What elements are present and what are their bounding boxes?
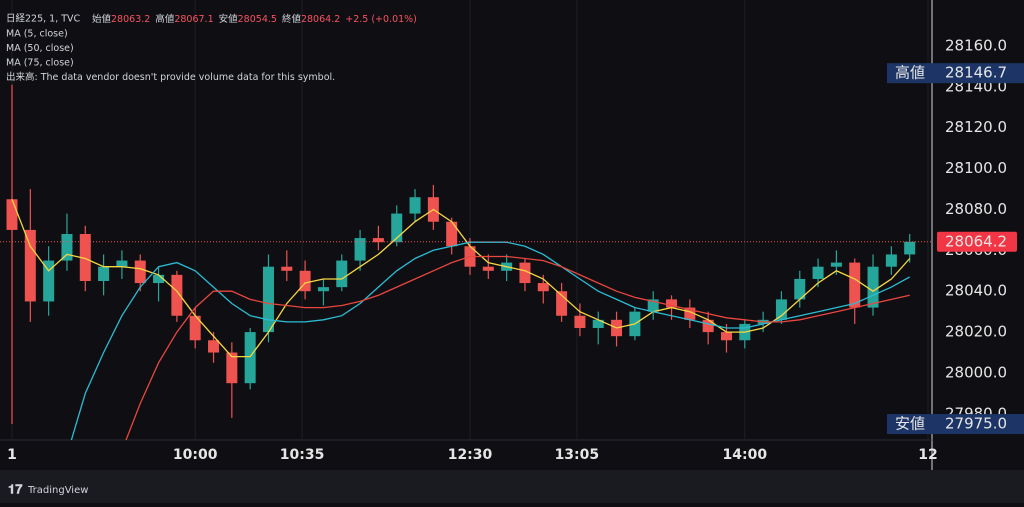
price-marker-box xyxy=(887,63,1024,84)
price-marker-value: 28146.7 xyxy=(945,64,1007,82)
symbol-title: 日経225, 1, TVC xyxy=(6,13,81,25)
y-tick-label: 28040.0 xyxy=(945,282,1007,300)
x-tick-label: 10:35 xyxy=(280,447,325,463)
x-tick-label: 13:05 xyxy=(555,447,600,463)
candle-body xyxy=(134,260,146,284)
footer xyxy=(0,470,1024,503)
y-tick-label: 28100.0 xyxy=(945,159,1007,177)
change: +2.5 (+0.01%) xyxy=(345,14,417,25)
candle-body xyxy=(720,332,732,341)
candle-body xyxy=(794,278,806,300)
x-tick-label: 1 xyxy=(7,447,17,463)
candle-body xyxy=(391,213,403,243)
candle-body xyxy=(336,260,348,288)
candle-body xyxy=(6,199,18,230)
candle-body xyxy=(244,332,256,384)
y-tick-label: 28160.0 xyxy=(945,36,1007,54)
candle-body xyxy=(519,262,531,284)
plot-area xyxy=(0,84,931,440)
ohlc-label: 高値 xyxy=(155,13,175,25)
candle-body xyxy=(171,274,183,316)
legend-entry: MA (5, close) xyxy=(6,29,68,40)
y-tick-label: 28020.0 xyxy=(945,323,1007,341)
candle-body xyxy=(116,260,128,267)
brand: 𝟏𝟕 TradingView xyxy=(8,483,88,498)
last-price-box xyxy=(937,231,1017,252)
brand-logo: 𝟏𝟕 xyxy=(8,483,23,498)
candle-body xyxy=(299,270,311,292)
legend-entry: MA (75, close) xyxy=(6,58,74,69)
y-tick-label: 28080.0 xyxy=(945,200,1007,218)
candle-body xyxy=(98,266,110,282)
candle-body xyxy=(537,283,549,292)
candle-body xyxy=(446,221,458,247)
ma-line xyxy=(11,199,911,358)
candle-body xyxy=(812,266,824,279)
candle-body xyxy=(189,315,201,341)
ohlc-value: 28067.1 xyxy=(174,14,213,25)
last-price-label: 28064.2 xyxy=(945,232,1007,250)
candle-body xyxy=(702,319,714,333)
legend: 日経225, 1, TVC 始値28063.2 高値28067.1 安値28054.… xyxy=(6,13,417,84)
ohlc-header: 始値28063.2 高値28067.1 安値28054.5 終値28064.2 +2.5… xyxy=(92,13,417,25)
candle-body xyxy=(684,307,696,320)
candle-body xyxy=(904,241,916,255)
candle-body xyxy=(43,260,55,302)
ohlc-label: 終値 xyxy=(282,13,302,25)
candle-body xyxy=(409,197,421,214)
candle-body xyxy=(61,233,73,261)
candle-body xyxy=(354,238,366,261)
candle-body xyxy=(372,238,384,243)
price-marker-box xyxy=(887,414,1024,435)
legend-entry: MA (50, close) xyxy=(6,43,74,54)
ma-line xyxy=(125,255,910,440)
candle-body xyxy=(830,262,842,267)
price-marker-name: 高値 xyxy=(895,64,925,82)
candle-body xyxy=(79,233,91,282)
candle-body xyxy=(574,315,586,329)
candle-body xyxy=(317,287,329,292)
volume-note: 出来高: The data vendor doesn't provide vol… xyxy=(6,71,335,83)
brand-name: TradingView xyxy=(27,485,88,496)
y-tick-label: 28120.0 xyxy=(945,118,1007,136)
candle-body xyxy=(666,299,678,308)
ohlc-value: 28063.2 xyxy=(111,14,150,25)
candle-body xyxy=(867,266,879,308)
ohlc-value: 28064.2 xyxy=(301,14,340,25)
candle-body xyxy=(226,352,238,384)
x-tick-label: 12 xyxy=(918,447,937,463)
candle-body xyxy=(775,299,787,320)
price-marker-value: 27975.0 xyxy=(945,415,1007,433)
candle-body xyxy=(556,291,568,316)
candle-body xyxy=(647,299,659,312)
ohlc-label: 安値 xyxy=(219,13,239,25)
candle-body xyxy=(849,262,861,308)
candle-body xyxy=(262,266,274,333)
candle-body xyxy=(281,266,293,271)
candle-body xyxy=(153,274,165,284)
price-marker-name: 安値 xyxy=(895,415,925,433)
candle-body xyxy=(24,229,36,302)
x-tick-label: 10:00 xyxy=(173,447,218,463)
candle-body xyxy=(885,254,897,267)
candle-body xyxy=(482,266,494,271)
ohlc-label: 始値 xyxy=(92,13,112,25)
ohlc-value: 28054.5 xyxy=(238,14,277,25)
candle-body xyxy=(592,319,604,329)
candle-body xyxy=(208,340,220,353)
axes: 27980.028000.028020.028040.028060.028080… xyxy=(7,36,1024,463)
y-tick-label: 28000.0 xyxy=(945,363,1007,381)
x-tick-label: 14:00 xyxy=(723,447,768,463)
x-tick-label: 12:30 xyxy=(448,447,493,463)
